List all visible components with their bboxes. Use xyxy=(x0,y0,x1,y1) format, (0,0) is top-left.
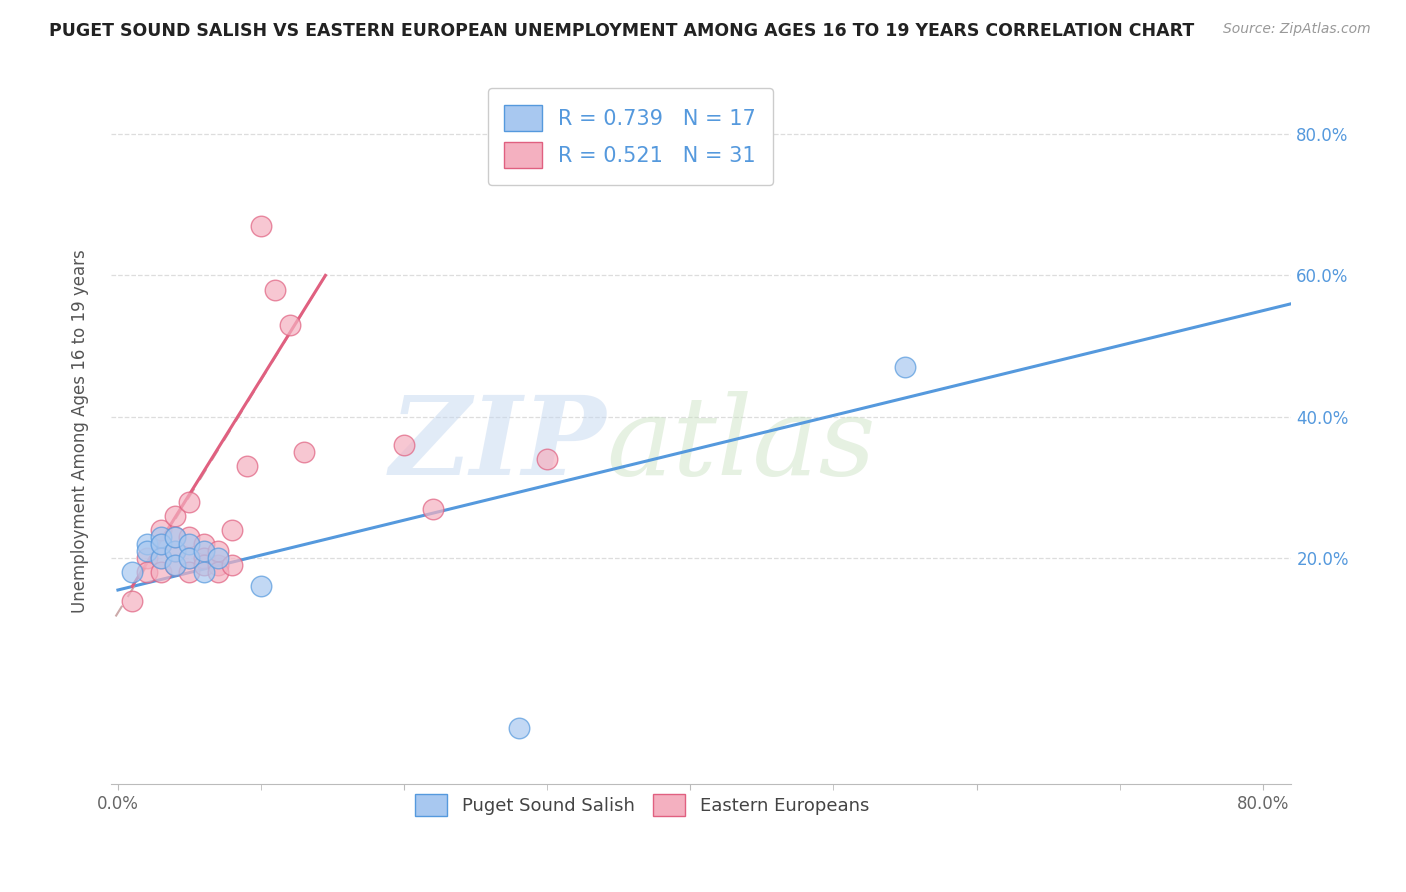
Point xyxy=(235,459,257,474)
Point xyxy=(179,530,201,544)
Point xyxy=(149,537,172,551)
Text: atlas: atlas xyxy=(606,392,876,499)
Point xyxy=(193,558,215,573)
Point xyxy=(207,544,229,558)
Point xyxy=(221,558,243,573)
Text: Source: ZipAtlas.com: Source: ZipAtlas.com xyxy=(1223,22,1371,37)
Point xyxy=(149,551,172,566)
Point xyxy=(250,579,273,593)
Point xyxy=(121,593,143,607)
Point xyxy=(193,537,215,551)
Point xyxy=(207,566,229,580)
Point xyxy=(165,544,187,558)
Legend: Puget Sound Salish, Eastern Europeans: Puget Sound Salish, Eastern Europeans xyxy=(406,785,879,825)
Point xyxy=(179,551,201,566)
Point xyxy=(221,523,243,537)
Point xyxy=(193,544,215,558)
Point xyxy=(149,523,172,537)
Point xyxy=(250,219,273,233)
Point xyxy=(207,558,229,573)
Point xyxy=(207,551,229,566)
Point xyxy=(193,551,215,566)
Point xyxy=(508,721,530,735)
Point xyxy=(264,283,287,297)
Point xyxy=(179,537,201,551)
Point xyxy=(135,566,157,580)
Text: PUGET SOUND SALISH VS EASTERN EUROPEAN UNEMPLOYMENT AMONG AGES 16 TO 19 YEARS CO: PUGET SOUND SALISH VS EASTERN EUROPEAN U… xyxy=(49,22,1195,40)
Point xyxy=(165,558,187,573)
Point xyxy=(121,566,143,580)
Point xyxy=(135,544,157,558)
Point xyxy=(149,530,172,544)
Y-axis label: Unemployment Among Ages 16 to 19 years: Unemployment Among Ages 16 to 19 years xyxy=(72,249,89,613)
Point xyxy=(165,530,187,544)
Point xyxy=(422,501,444,516)
Point xyxy=(165,530,187,544)
Point xyxy=(165,558,187,573)
Point xyxy=(135,537,157,551)
Point xyxy=(278,318,301,332)
Point xyxy=(894,360,917,375)
Point xyxy=(179,494,201,508)
Text: ZIP: ZIP xyxy=(389,392,606,499)
Point xyxy=(149,551,172,566)
Point xyxy=(165,544,187,558)
Point xyxy=(135,551,157,566)
Point xyxy=(179,566,201,580)
Point xyxy=(149,566,172,580)
Point xyxy=(149,537,172,551)
Point xyxy=(392,438,415,452)
Point xyxy=(536,452,558,467)
Point xyxy=(165,508,187,523)
Point xyxy=(193,566,215,580)
Point xyxy=(292,445,315,459)
Point xyxy=(179,551,201,566)
